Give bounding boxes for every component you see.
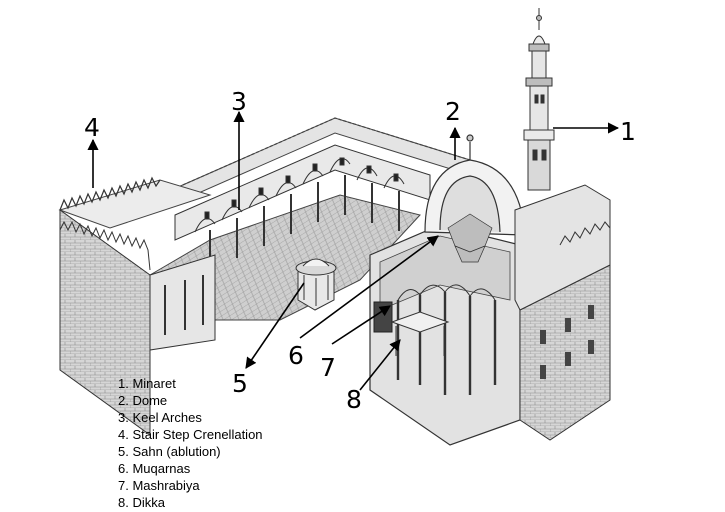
arrow-6 [299, 235, 439, 339]
legend-item: 4. Stair Step Crenellation [118, 427, 263, 442]
legend-item: 8. Dikka [118, 495, 165, 510]
building [58, 8, 611, 446]
callout-number-6: 6 [288, 341, 304, 370]
callout-number-3: 3 [231, 87, 247, 116]
left-wall-crenellation [59, 176, 161, 211]
legend-item: 5. Sahn (ablution) [118, 444, 221, 459]
legend-item: 2. Dome [118, 393, 168, 408]
dome [424, 134, 526, 236]
callout-number-1: 1 [620, 117, 636, 146]
left-wall-face [59, 209, 151, 436]
callout-numbers: 1 2 3 4 5 6 7 8 [84, 87, 636, 414]
arrow-8 [359, 339, 401, 391]
callout-number-2: 2 [445, 97, 461, 126]
legend-item: 6. Muqarnas [118, 461, 191, 476]
left-wall-top [58, 179, 212, 229]
front-left-section [149, 254, 216, 351]
minaret [523, 8, 555, 191]
callout-arrows [87, 110, 620, 391]
callout-number-8: 8 [346, 385, 362, 414]
callout-number-7: 7 [320, 353, 336, 382]
callout-number-4: 4 [84, 113, 100, 142]
legend-item: 3. Keel Arches [118, 410, 202, 425]
callout-number-5: 5 [232, 369, 248, 398]
legend-item: 1. Minaret [118, 376, 176, 391]
arrow-7 [331, 305, 391, 345]
ablution-fountain [295, 258, 337, 311]
muqarnas [447, 213, 493, 263]
keel-arcade [174, 144, 431, 270]
arrow-5 [245, 282, 305, 369]
legend-item: 7. Mashrabiya [118, 478, 200, 493]
legend: 1. Minaret 2. Dome 3. Keel Arches 4. Sta… [118, 375, 263, 511]
